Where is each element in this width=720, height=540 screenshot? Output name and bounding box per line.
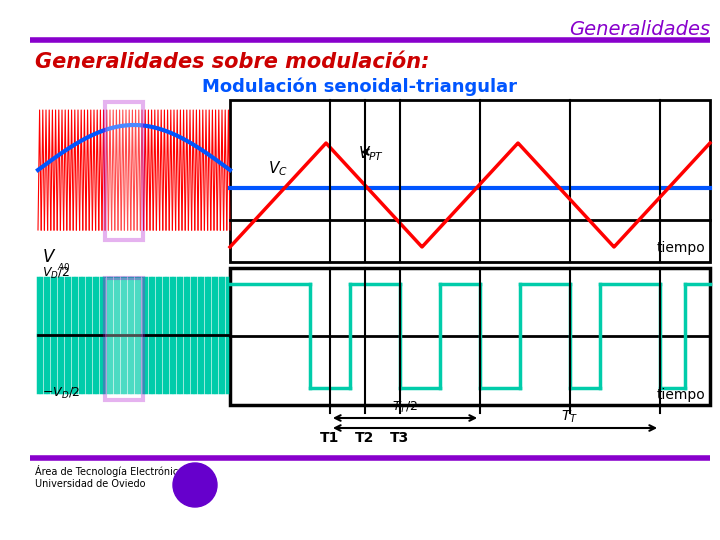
Bar xyxy=(230,100,710,262)
Text: $T_T/2$: $T_T/2$ xyxy=(392,400,418,415)
Text: T3: T3 xyxy=(390,431,410,445)
Text: tiempo: tiempo xyxy=(656,388,705,402)
Circle shape xyxy=(173,463,217,507)
Text: $T_T$: $T_T$ xyxy=(562,409,579,425)
Bar xyxy=(105,102,143,240)
Text: $_{A0}$: $_{A0}$ xyxy=(57,260,71,273)
Text: Generalidades: Generalidades xyxy=(569,20,710,39)
Bar xyxy=(105,278,143,400)
Text: Área de Tecnología Electrónica -
Universidad de Oviedo: Área de Tecnología Electrónica - Univers… xyxy=(35,465,191,489)
Text: Generalidades sobre modulación:: Generalidades sobre modulación: xyxy=(35,52,430,72)
Text: $V_C$: $V_C$ xyxy=(268,159,288,178)
Text: $V_D/2$: $V_D/2$ xyxy=(42,266,70,281)
Bar xyxy=(230,268,710,405)
Text: $-V_D/2$: $-V_D/2$ xyxy=(42,386,81,401)
Text: $V$: $V$ xyxy=(42,248,56,266)
Text: tiempo: tiempo xyxy=(656,241,705,255)
Text: Modulación senoidal-triangular: Modulación senoidal-triangular xyxy=(202,78,518,97)
Text: T1: T1 xyxy=(320,431,340,445)
Text: T2: T2 xyxy=(355,431,374,445)
Text: $V_{PT}$: $V_{PT}$ xyxy=(358,144,384,163)
